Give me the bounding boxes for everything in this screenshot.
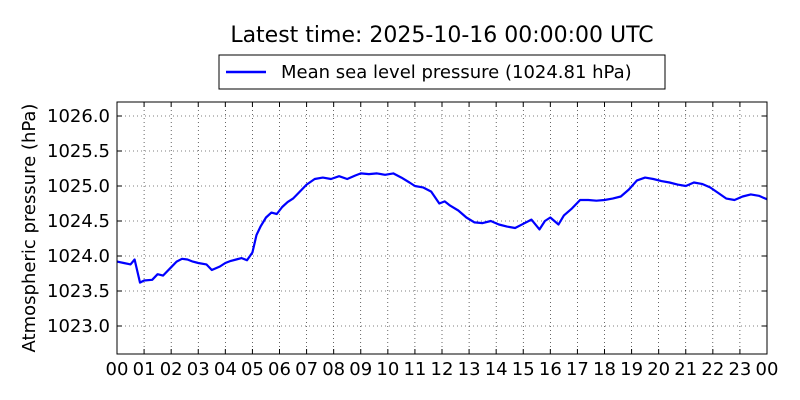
- series-group: [116, 172, 768, 284]
- x-tick-label: 13: [458, 359, 481, 380]
- y-axis-label: Atmospheric pressure (hPa): [19, 104, 40, 353]
- y-tick-label: 1025.0: [47, 176, 110, 197]
- x-tick-label: 18: [593, 359, 616, 380]
- x-tick-label: 04: [214, 359, 237, 380]
- x-tick-label: 07: [295, 359, 318, 380]
- y-tick-label: 1023.5: [47, 281, 110, 302]
- x-tick-labels: 00 01 02 03 04 05 06 07 08 09 10 11 12 13 14 15 16 17 18 19…: [106, 359, 779, 380]
- legend-box: [218, 54, 666, 90]
- x-tick-label: 16: [539, 359, 562, 380]
- y-tick-label: 1026.0: [47, 106, 110, 127]
- x-tick-label: 09: [349, 359, 372, 380]
- plot-frame: [116, 101, 768, 355]
- x-tick-label: 22: [701, 359, 724, 380]
- legend: Mean sea level pressure (1024.81 hPa): [218, 54, 666, 90]
- x-tick-label: 06: [268, 359, 291, 380]
- x-tick-label: 19: [620, 359, 643, 380]
- x-tick-label: 02: [160, 359, 183, 380]
- x-tick-label: 17: [566, 359, 589, 380]
- x-tick-label: 21: [674, 359, 697, 380]
- x-tick-label: 15: [512, 359, 535, 380]
- ticks: [116, 102, 768, 354]
- x-tick-label: 12: [431, 359, 454, 380]
- x-tick-label: 20: [647, 359, 670, 380]
- x-tick-label: 01: [133, 359, 156, 380]
- chart-title: Latest time: 2025-10-16 00:00:00 UTC: [230, 23, 653, 48]
- y-tick-label: 1025.5: [47, 141, 110, 162]
- y-tick-label: 1024.0: [47, 246, 110, 267]
- y-tick-label: 1023.0: [47, 316, 110, 337]
- x-tick-label: 00: [756, 359, 779, 380]
- x-tick-label: 23: [728, 359, 751, 380]
- y-tick-labels: 1023.0 1023.5 1024.0 1024.5 1025.0 1025.5 1026…: [47, 106, 110, 337]
- y-tick-label: 1024.5: [47, 211, 110, 232]
- grid: [117, 102, 767, 354]
- series-line: [116, 172, 768, 284]
- x-tick-label: 03: [187, 359, 210, 380]
- x-tick-label: 05: [241, 359, 264, 380]
- legend-label: Mean sea level pressure (1024.81 hPa): [281, 62, 632, 83]
- x-tick-label: 08: [322, 359, 345, 380]
- x-tick-label: 10: [376, 359, 399, 380]
- x-tick-label: 14: [485, 359, 508, 380]
- x-tick-label: 00: [106, 359, 129, 380]
- x-tick-label: 11: [403, 359, 426, 380]
